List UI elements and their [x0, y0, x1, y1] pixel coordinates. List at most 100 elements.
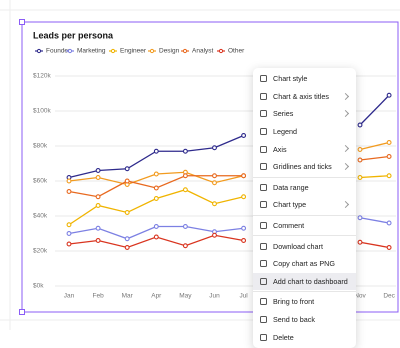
- submenu-arrow: [341, 110, 350, 118]
- legend-label: Engineer: [120, 48, 147, 55]
- data-point: [153, 224, 159, 229]
- legend-label: Marketing: [77, 48, 106, 55]
- data-point: [66, 189, 72, 194]
- data-point: [124, 166, 130, 172]
- legend-swatch: [36, 48, 42, 54]
- menu-icon: [260, 222, 267, 230]
- menu-item[interactable]: Send to back: [253, 311, 356, 329]
- data-point: [182, 187, 188, 193]
- data-point: [182, 224, 188, 229]
- data-point: [241, 238, 247, 243]
- menu-item[interactable]: Bring to front: [253, 293, 356, 311]
- y-tick-label: $120k: [33, 73, 51, 80]
- menu-item[interactable]: Delete: [253, 328, 356, 346]
- y-tick-label: $80k: [33, 143, 48, 150]
- data-point: [357, 157, 363, 163]
- menu-label: Comment: [273, 221, 305, 231]
- submenu-arrow: [341, 145, 350, 153]
- legend-swatch: [67, 48, 73, 54]
- data-point: [124, 245, 130, 250]
- menu-icon: [260, 260, 267, 268]
- submenu-arrow: [341, 92, 350, 100]
- data-point: [66, 231, 72, 236]
- data-point: [386, 245, 392, 250]
- data-point: [124, 236, 130, 242]
- data-point: [357, 147, 363, 152]
- menu-icon: [260, 298, 267, 306]
- menu-separator: [253, 214, 356, 216]
- menu-label: Chart & axis titles: [273, 91, 329, 101]
- data-point: [95, 168, 101, 173]
- menu-separator: [253, 291, 356, 293]
- data-point: [153, 171, 159, 177]
- menu-icon: [260, 163, 267, 171]
- menu-icon: [260, 242, 267, 250]
- menu-item[interactable]: Add chart to dashboard: [253, 272, 356, 291]
- data-point: [241, 225, 247, 231]
- menu-icon: [260, 333, 267, 341]
- data-point: [95, 225, 101, 231]
- data-point: [153, 185, 159, 191]
- x-tick-label: Mar: [122, 293, 134, 300]
- menu-item[interactable]: Chart style: [253, 70, 356, 88]
- data-point: [357, 215, 363, 221]
- context-menu: Chart style Chart & axis titles Series Lege…: [253, 68, 356, 348]
- data-point: [124, 210, 130, 215]
- legend-swatch: [149, 48, 155, 54]
- menu-separator: [253, 176, 356, 178]
- menu-item[interactable]: Data range: [253, 179, 356, 197]
- y-tick-label: $0k: [33, 283, 44, 290]
- menu-item[interactable]: Series: [253, 105, 356, 123]
- data-point: [182, 173, 188, 179]
- chart-title: Leads per persona: [33, 30, 114, 40]
- menu-item[interactable]: Axis: [253, 140, 356, 158]
- menu-item[interactable]: Copy chart as PNG: [253, 255, 356, 273]
- legend-label: Design: [159, 48, 180, 55]
- menu-item[interactable]: Download chart: [253, 237, 356, 255]
- menu-label: Gridlines and ticks: [273, 162, 332, 172]
- menu-item[interactable]: Legend: [253, 123, 356, 141]
- menu-icon: [260, 92, 267, 100]
- x-tick-label: Feb: [92, 293, 104, 300]
- x-tick-label: Apr: [151, 293, 162, 300]
- data-point: [386, 92, 392, 98]
- data-point: [386, 154, 392, 159]
- legend-label: Analyst: [192, 48, 214, 55]
- menu-item[interactable]: Gridlines and ticks: [253, 158, 356, 176]
- data-point: [124, 178, 130, 184]
- menu-item[interactable]: Chart & axis titles: [253, 88, 356, 106]
- data-point: [95, 203, 101, 208]
- y-tick-label: $40k: [33, 213, 48, 220]
- data-point: [212, 180, 217, 186]
- x-tick-label: Jun: [209, 293, 220, 300]
- data-point: [66, 241, 72, 247]
- menu-icon: [260, 145, 267, 153]
- y-tick-label: $60k: [33, 178, 48, 185]
- legend-swatch: [218, 48, 224, 54]
- data-point: [357, 239, 363, 245]
- menu-item[interactable]: Comment: [253, 217, 356, 235]
- data-point: [153, 196, 159, 201]
- menu-label: Series: [273, 109, 294, 119]
- data-point: [212, 173, 217, 179]
- data-point: [241, 133, 247, 138]
- data-point: [386, 173, 392, 179]
- x-tick-label: Nov: [354, 293, 366, 300]
- data-point: [241, 194, 247, 200]
- menu-label: Add chart to dashboard: [273, 276, 348, 286]
- menu-label: Bring to front: [273, 297, 315, 307]
- x-tick-label: May: [179, 293, 192, 300]
- data-point: [153, 234, 159, 240]
- x-tick-label: Jan: [64, 293, 75, 300]
- menu-icon: [260, 316, 267, 324]
- legend-swatch: [182, 48, 188, 54]
- data-point: [95, 238, 101, 243]
- menu-icon: [260, 183, 267, 191]
- data-point: [153, 148, 159, 154]
- data-point: [95, 175, 101, 180]
- menu-icon: [260, 110, 267, 118]
- menu-label: Copy chart as PNG: [273, 259, 335, 269]
- menu-item[interactable]: Chart type: [253, 196, 356, 214]
- data-point: [212, 201, 217, 207]
